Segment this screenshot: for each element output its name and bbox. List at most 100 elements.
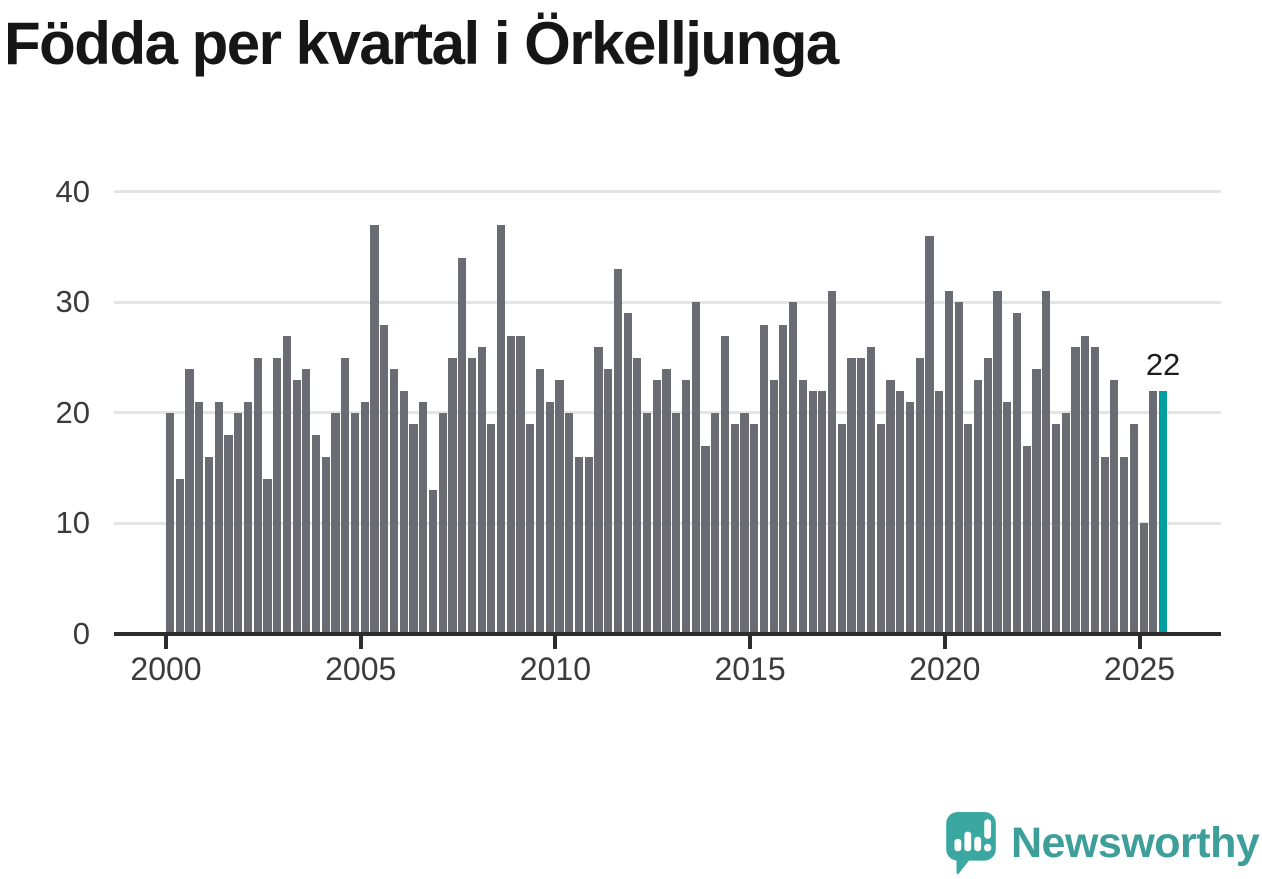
bar-2022Q1 bbox=[1022, 446, 1031, 634]
bar-2018Q2 bbox=[876, 423, 885, 634]
bar-2022Q4 bbox=[1051, 423, 1061, 634]
bar-2017Q3 bbox=[847, 357, 856, 634]
x-axis-label-2015: 2015 bbox=[714, 651, 786, 687]
bar-2014Q3 bbox=[730, 423, 739, 634]
bar-2006Q3 bbox=[419, 401, 428, 634]
bar-2023Q3 bbox=[1081, 335, 1090, 634]
bar-2011Q2 bbox=[604, 368, 613, 634]
bar-2004Q2 bbox=[331, 412, 340, 634]
bar-2004Q3 bbox=[341, 357, 350, 634]
x-axis-label-2005: 2005 bbox=[325, 651, 397, 687]
y-axis-label-10: 10 bbox=[55, 505, 90, 541]
bar-2007Q2 bbox=[448, 357, 457, 634]
bar-2018Q3 bbox=[886, 379, 895, 634]
bar-2012Q4 bbox=[662, 368, 671, 634]
bar-2020Q1 bbox=[944, 291, 953, 634]
bar-2021Q3 bbox=[1003, 401, 1012, 634]
bar-2014Q2 bbox=[720, 335, 730, 634]
bar-2021Q2 bbox=[993, 291, 1002, 634]
x-axis-tick-2025 bbox=[1137, 636, 1142, 649]
x-axis-tick-2010 bbox=[553, 636, 558, 649]
bar-2021Q4 bbox=[1012, 313, 1022, 634]
bar-2017Q2 bbox=[837, 423, 846, 634]
bar-2006Q2 bbox=[409, 423, 418, 634]
bar-2016Q2 bbox=[798, 379, 807, 634]
x-axis-tick-2020 bbox=[942, 636, 947, 649]
bar-2001Q2 bbox=[214, 401, 223, 634]
bar-2019Q3 bbox=[925, 236, 934, 634]
bar-2018Q4 bbox=[896, 390, 905, 634]
bar-2019Q4 bbox=[935, 390, 944, 634]
bar-2010Q3 bbox=[574, 457, 584, 634]
y-axis-label-20: 20 bbox=[55, 394, 90, 430]
bar-2001Q3 bbox=[224, 435, 233, 634]
bar-2017Q4 bbox=[857, 357, 866, 634]
bar-2024Q3 bbox=[1120, 457, 1129, 634]
bar-2016Q4 bbox=[818, 390, 827, 634]
bar-2013Q1 bbox=[672, 412, 681, 634]
bar-2019Q2 bbox=[915, 357, 924, 634]
bar-2005Q1 bbox=[360, 401, 369, 634]
bar-2017Q1 bbox=[827, 291, 837, 634]
bar-2013Q4 bbox=[701, 446, 710, 634]
bar-2016Q3 bbox=[808, 390, 817, 634]
bar-2009Q1 bbox=[516, 335, 525, 634]
bar-2001Q1 bbox=[204, 457, 214, 634]
bar-2023Q1 bbox=[1061, 412, 1070, 634]
bar-2002Q2 bbox=[253, 357, 262, 634]
y-axis-label-40: 40 bbox=[55, 173, 90, 209]
bar-2006Q1 bbox=[399, 390, 408, 634]
newsworthy-logo: Newsworthy bbox=[946, 812, 1260, 874]
bar-2010Q2 bbox=[565, 412, 574, 634]
bar-2012Q2 bbox=[643, 412, 652, 634]
bar-2000Q1 bbox=[166, 412, 175, 634]
gridline-30 bbox=[114, 300, 1221, 304]
bar-2008Q1 bbox=[477, 346, 486, 634]
bar-2020Q2 bbox=[954, 302, 963, 634]
x-axis-tick-2015 bbox=[748, 636, 753, 649]
bar-2024Q1 bbox=[1100, 457, 1109, 634]
bar-2015Q3 bbox=[769, 379, 778, 634]
bar-2002Q4 bbox=[273, 357, 282, 634]
bar-2008Q2 bbox=[487, 423, 496, 634]
x-axis-label-2025: 2025 bbox=[1103, 651, 1176, 687]
bar-2006Q4 bbox=[428, 490, 438, 634]
bar-2020Q3 bbox=[964, 423, 973, 634]
bar-2005Q4 bbox=[389, 368, 399, 634]
x-axis-tick-2000 bbox=[164, 636, 168, 649]
bar-2007Q3 bbox=[458, 258, 467, 634]
x-axis-line bbox=[114, 632, 1221, 636]
bar-2022Q2 bbox=[1032, 368, 1041, 634]
bar-2011Q3 bbox=[613, 269, 622, 634]
bar-2011Q1 bbox=[594, 346, 603, 634]
bar-2010Q4 bbox=[584, 457, 593, 634]
bar-2007Q1 bbox=[438, 412, 447, 634]
newsworthy-logo-text: Newsworthy bbox=[1011, 818, 1260, 867]
bar-2000Q2 bbox=[175, 479, 184, 634]
bar-2016Q1 bbox=[789, 302, 798, 634]
bar-2014Q4 bbox=[740, 412, 749, 634]
chart-title: Födda per kvartal i Örkelljunga bbox=[4, 10, 839, 77]
bar-2004Q1 bbox=[321, 457, 330, 634]
bar-2025Q1 bbox=[1139, 523, 1148, 634]
bar-2004Q4 bbox=[350, 412, 360, 634]
bar-2003Q1 bbox=[282, 335, 291, 634]
bar-2015Q4 bbox=[779, 324, 788, 634]
bar-2023Q2 bbox=[1071, 346, 1080, 634]
bar-2008Q4 bbox=[506, 335, 515, 634]
bar-2019Q1 bbox=[905, 401, 915, 634]
bar-2001Q4 bbox=[234, 412, 243, 634]
bar-2007Q4 bbox=[467, 357, 476, 634]
bar-2014Q1 bbox=[711, 412, 720, 634]
bar-2018Q1 bbox=[866, 346, 876, 634]
bar-2025Q3 bbox=[1158, 390, 1168, 634]
bar-2011Q4 bbox=[623, 313, 632, 634]
x-axis-tick-2005 bbox=[358, 636, 363, 649]
bar-2000Q4 bbox=[195, 401, 204, 634]
bar-2021Q1 bbox=[983, 357, 992, 634]
y-axis-label-0: 0 bbox=[72, 616, 90, 651]
bar-2022Q3 bbox=[1042, 291, 1051, 634]
bar-2005Q2 bbox=[370, 225, 379, 634]
bar-2024Q2 bbox=[1110, 379, 1119, 634]
